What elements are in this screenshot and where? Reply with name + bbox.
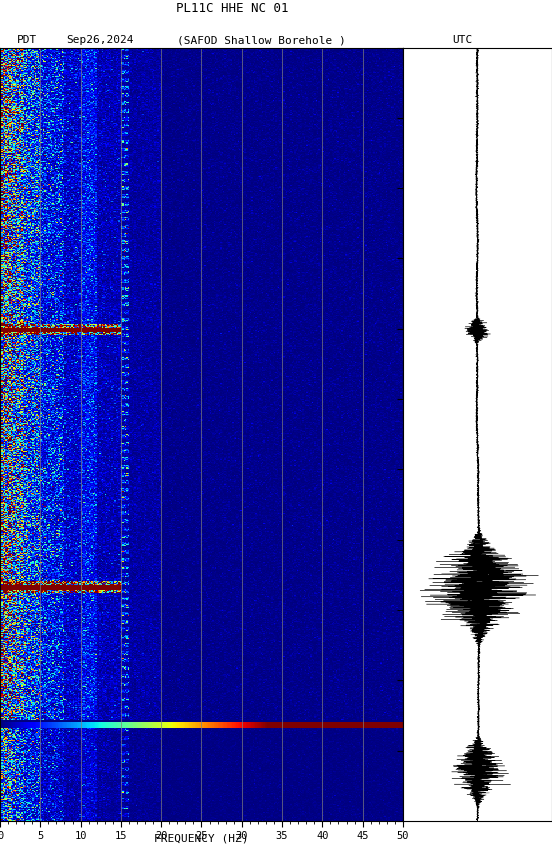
Text: Sep26,2024: Sep26,2024 xyxy=(66,35,134,45)
Text: PDT: PDT xyxy=(17,35,37,45)
Text: (SAFOD Shallow Borehole ): (SAFOD Shallow Borehole ) xyxy=(177,35,346,45)
Text: PL11C HHE NC 01: PL11C HHE NC 01 xyxy=(176,3,288,16)
Text: UTC: UTC xyxy=(453,35,473,45)
Text: FREQUENCY (HZ): FREQUENCY (HZ) xyxy=(154,833,249,843)
